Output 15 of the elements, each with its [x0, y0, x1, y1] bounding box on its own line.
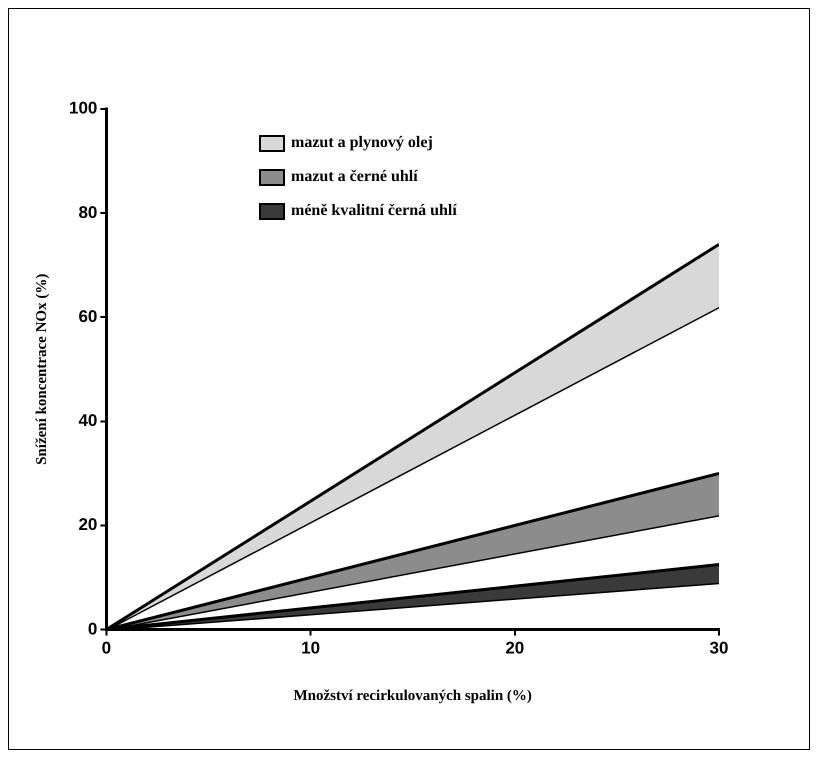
x-tick-label: 10 [301, 638, 320, 658]
y-axis-title: Snížení koncentrace NOx (%) [34, 274, 50, 465]
y-tick-label: 60 [78, 306, 98, 326]
y-tick-label: 20 [78, 515, 98, 534]
legend-label: mazut a plynový olej [291, 134, 433, 152]
x-tick-label: 0 [102, 638, 112, 658]
legend-label: mazut a černé uhlí [291, 168, 418, 186]
y-tick-label: 100 [68, 98, 98, 118]
x-axis-title: Množství recirkulovaných spalin (%) [293, 688, 532, 704]
x-tick-label: 20 [505, 638, 524, 658]
y-tick-label: 80 [78, 202, 98, 222]
x-tick-label: 30 [710, 638, 728, 658]
legend-label: méně kvalitní černá uhlí [291, 202, 457, 220]
y-tick-label: 0 [88, 619, 98, 638]
y-tick-label: 40 [78, 411, 98, 430]
